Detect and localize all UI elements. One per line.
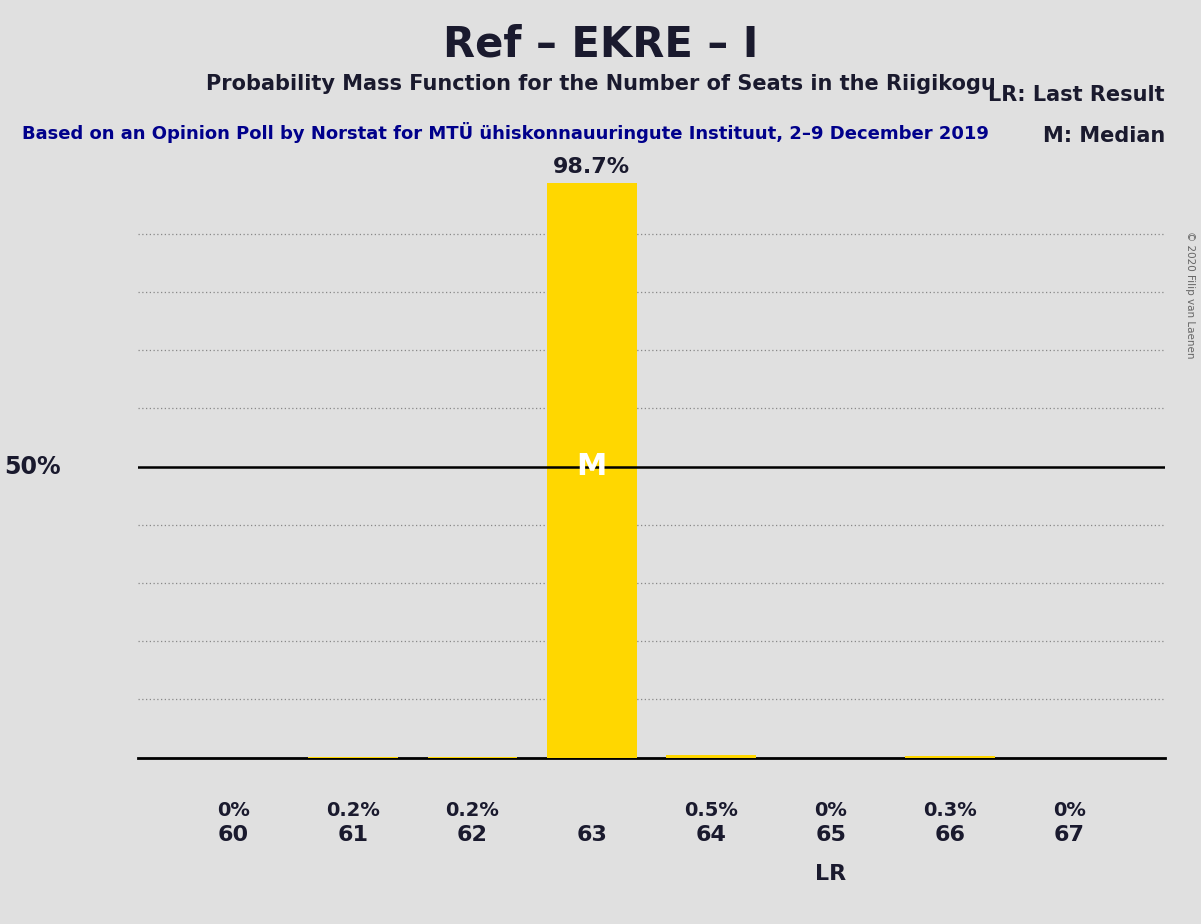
Text: LR: LR — [815, 864, 847, 884]
Bar — [428, 757, 518, 758]
Bar — [906, 756, 994, 758]
Bar — [667, 755, 755, 758]
Text: Ref – EKRE – I: Ref – EKRE – I — [443, 23, 758, 65]
Text: M: M — [576, 452, 607, 481]
Text: 0.2%: 0.2% — [446, 800, 500, 820]
Text: LR: Last Result: LR: Last Result — [988, 85, 1165, 105]
Text: 0%: 0% — [814, 800, 847, 820]
Text: 50%: 50% — [5, 455, 61, 479]
Bar — [548, 183, 637, 758]
Text: 0.5%: 0.5% — [685, 800, 739, 820]
Text: Based on an Opinion Poll by Norstat for MTÜ ühiskonnauuringute Instituut, 2–9 De: Based on an Opinion Poll by Norstat for … — [22, 122, 988, 143]
Text: 0.2%: 0.2% — [327, 800, 380, 820]
Bar — [309, 757, 398, 758]
Text: M: Median: M: Median — [1042, 126, 1165, 146]
Text: 0.3%: 0.3% — [924, 800, 976, 820]
Text: 0%: 0% — [1053, 800, 1086, 820]
Text: 98.7%: 98.7% — [554, 157, 631, 177]
Text: Probability Mass Function for the Number of Seats in the Riigikogu: Probability Mass Function for the Number… — [205, 74, 996, 94]
Text: © 2020 Filip van Laenen: © 2020 Filip van Laenen — [1185, 231, 1195, 359]
Text: 0%: 0% — [217, 800, 250, 820]
